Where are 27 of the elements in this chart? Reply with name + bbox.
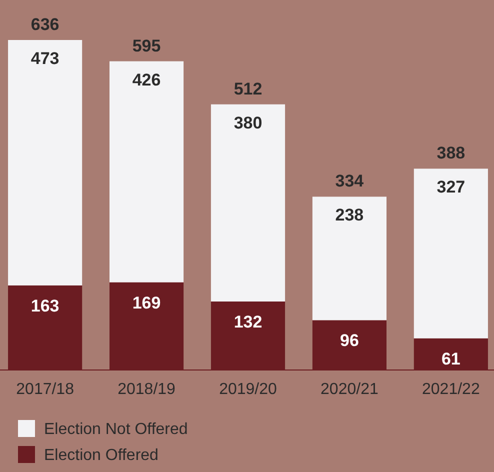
x-tick-label: 2020/21 (320, 381, 378, 398)
x-tick-label: 2018/19 (118, 381, 176, 398)
x-tick-label: 2019/20 (219, 381, 278, 398)
total-label: 334 (335, 172, 364, 191)
data-label: 327 (436, 178, 466, 197)
data-label: 132 (234, 312, 262, 332)
bar (210, 104, 286, 302)
legend-label: Election Not Offered (44, 421, 188, 438)
data-label: 473 (30, 49, 60, 68)
data-label: 238 (335, 206, 364, 225)
bar (414, 168, 488, 338)
total-label: 512 (234, 79, 262, 98)
data-label: 380 (234, 113, 262, 132)
data-label: 96 (340, 331, 359, 350)
legend-label: Election Offered (44, 447, 158, 464)
total-label: 388 (436, 144, 466, 163)
total-label: 636 (30, 15, 60, 34)
bar (8, 40, 82, 286)
bar (312, 196, 387, 320)
total-label: 595 (132, 36, 161, 56)
data-label: 163 (30, 296, 60, 316)
data-label: 61 (441, 349, 460, 368)
data-label: 169 (132, 293, 161, 312)
bar (109, 61, 184, 282)
x-tick-label: 2017/18 (16, 381, 74, 398)
data-label: 426 (132, 70, 161, 90)
x-tick-label: 2021/22 (422, 381, 480, 398)
